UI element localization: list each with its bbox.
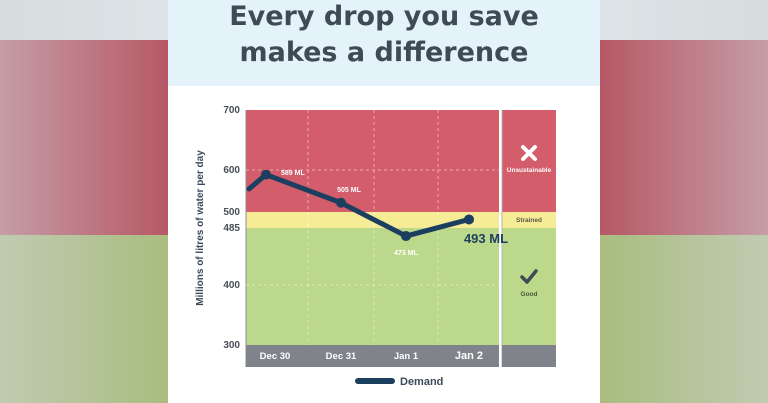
data-labels: 589 ML 505 ML 473 ML 493 ML: [281, 170, 508, 257]
background-blur-left: [0, 0, 168, 403]
zone-panel-strained: [502, 212, 556, 228]
data-point: [401, 231, 411, 242]
x-tick-label: Jan 2: [455, 350, 483, 362]
panel-axis-bar: [502, 345, 556, 367]
series-demand: [246, 169, 474, 242]
y-tick-label: 300: [223, 340, 240, 351]
y-tick-label: 600: [223, 165, 240, 176]
x-tick-label: Jan 1: [394, 351, 419, 362]
x-icon-stroke: [521, 145, 537, 161]
title-line-1: Every drop you save: [229, 1, 539, 32]
x-axis: Dec 30 Dec 31 Jan 1 Jan 2: [260, 345, 556, 367]
water-demand-chart: 700 600 500 485 400 300 Millions of litres of…: [195, 105, 556, 388]
legend: Demand: [355, 376, 443, 388]
zone-unsustainable: [246, 110, 499, 212]
data-label: 473 ML: [394, 250, 418, 257]
y-tick-label: 500: [223, 207, 240, 218]
x-icon: [521, 145, 537, 161]
zone-panel-good: [502, 228, 556, 345]
y-tick-label: 485: [223, 223, 240, 234]
y-axis: 700 600 500 485 400 300: [223, 105, 240, 351]
title-line-2: makes a difference: [239, 37, 529, 68]
zone-label-strained: Strained: [516, 217, 542, 224]
checkmark-stroke: [520, 269, 538, 284]
data-label: 589 ML: [281, 170, 305, 177]
data-point: [336, 197, 346, 208]
y-axis-label: Millions of litres of water per day: [195, 150, 206, 306]
zone-labels: Unsustainable Strained Good: [507, 145, 552, 298]
x-tick-label: Dec 30: [260, 351, 291, 362]
data-label: 493 ML: [464, 231, 508, 246]
data-label: 505 ML: [337, 187, 361, 194]
gridline-layer: [246, 110, 499, 345]
zone-panel-unsustainable: [502, 110, 556, 212]
zone-layer: [245, 110, 556, 367]
header-banner: Every drop you save makes a difference: [168, 0, 600, 86]
zone-label-unsustainable: Unsustainable: [507, 167, 552, 174]
legend-label: Demand: [400, 376, 443, 388]
data-point: [464, 214, 474, 225]
checkmark-icon: [520, 269, 538, 284]
zone-label-good: Good: [521, 291, 538, 298]
x-tick-label: Dec 31: [326, 351, 357, 362]
x-axis-bar: [246, 345, 499, 367]
background-blur-right: [600, 0, 768, 403]
infographic-card: Every drop you save makes a difference 7…: [168, 0, 600, 403]
y-tick-label: 700: [223, 105, 240, 116]
y-tick-label: 400: [223, 280, 240, 291]
zone-good: [246, 228, 499, 345]
data-point: [261, 169, 271, 180]
